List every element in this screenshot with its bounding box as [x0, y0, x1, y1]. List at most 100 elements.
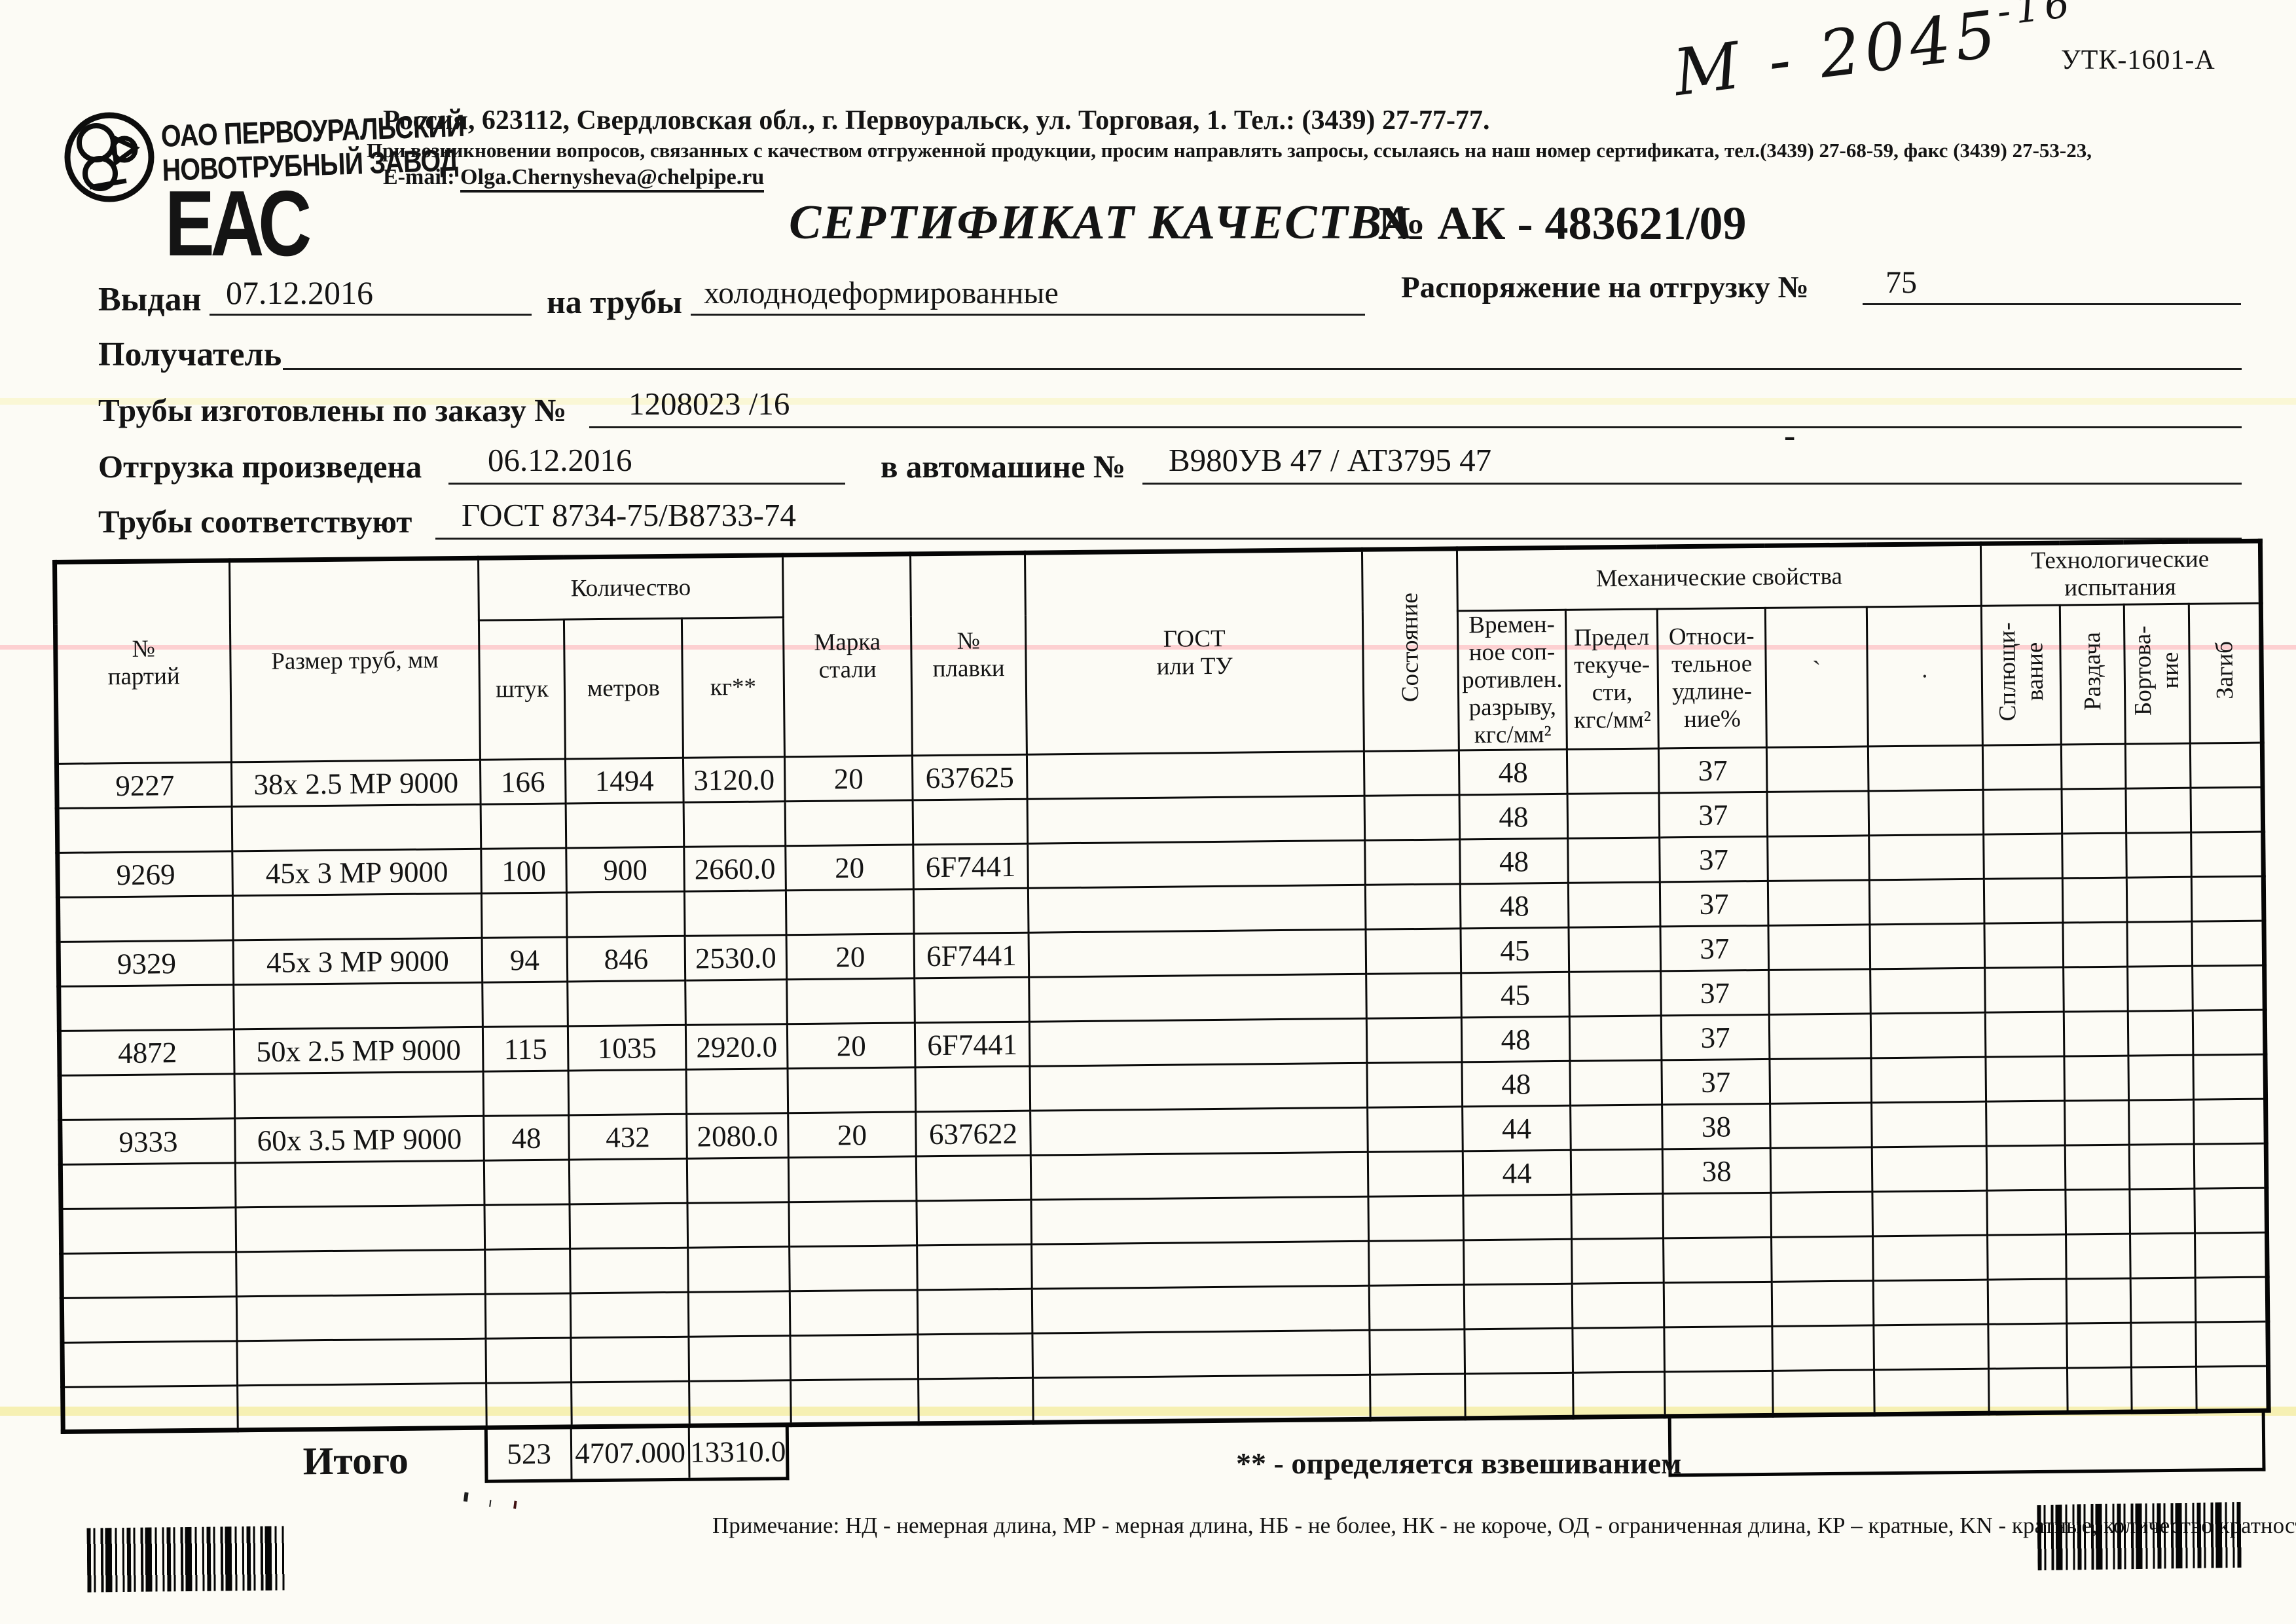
- company-support-note: При возникновении вопросов, связанных с …: [367, 139, 2092, 162]
- cell-t4: [2191, 921, 2265, 967]
- cell-t3: [2128, 1055, 2194, 1101]
- cell-heat: [916, 1200, 1032, 1246]
- cell-m: [570, 1292, 689, 1338]
- cell-t2: [2067, 1367, 2132, 1413]
- cell-size: 50х 2.5 МР 9000: [234, 1027, 484, 1074]
- cell-heat: [918, 1378, 1034, 1424]
- cell-t4: [2191, 787, 2263, 833]
- cell-m: 846: [567, 936, 685, 982]
- ink-specks: [463, 1492, 469, 1502]
- cell-kg: 3120.0: [683, 756, 786, 803]
- cell-rm: 48: [1461, 1016, 1570, 1062]
- cell-rm: 45: [1461, 972, 1570, 1018]
- cell-gost: [1027, 751, 1365, 800]
- signature-box: [1667, 1411, 2266, 1477]
- cell-el: [1664, 1282, 1772, 1327]
- cell-yld: [1567, 792, 1660, 839]
- cell-b2: [1869, 879, 1984, 925]
- cell-t1: [1984, 923, 2064, 969]
- cell-b1: [1767, 835, 1870, 881]
- cell-batch: [62, 1385, 238, 1432]
- cell-steel: 20: [786, 933, 915, 980]
- cell-b2: [1873, 1324, 1989, 1370]
- cell-el: 37: [1661, 1059, 1770, 1105]
- conform-value: ГОСТ 8734-75/В8733-74: [435, 496, 2242, 540]
- cell-t2: [2064, 1100, 2130, 1146]
- cell-t2: [2066, 1278, 2131, 1324]
- cell-size: [232, 804, 481, 851]
- cell-size: [236, 1205, 485, 1252]
- cell-steel: [788, 1156, 917, 1202]
- cell-t3: [2125, 743, 2191, 789]
- cell-batch: [58, 895, 234, 942]
- cell-t2: [2062, 877, 2127, 923]
- cell-size: 45х 3 МР 9000: [233, 938, 483, 985]
- cell-t1: [1983, 834, 2063, 879]
- cell-yld: [1573, 1371, 1666, 1418]
- cell-steel: [788, 1067, 916, 1113]
- cell-yld: [1568, 926, 1661, 972]
- cell-pcs: [484, 1204, 570, 1250]
- cell-kg: [687, 1157, 789, 1204]
- cell-b2: [1868, 745, 1984, 791]
- cell-pcs: [483, 1070, 569, 1116]
- issued-value: 07.12.2016: [210, 274, 532, 316]
- cell-steel: [786, 889, 915, 935]
- cell-rm: 44: [1462, 1105, 1571, 1151]
- cell-t2: [2062, 788, 2126, 834]
- cell-b2: [1872, 1190, 1988, 1236]
- col-header-elongation: Относи- тельное удлине- ние%: [1657, 608, 1767, 748]
- cell-t1: [1984, 967, 2064, 1013]
- cell-t3: [2127, 966, 2193, 1012]
- cell-batch: [57, 806, 232, 853]
- handwritten-main: М - 2045: [1669, 0, 2005, 111]
- cell-el: 38: [1662, 1103, 1771, 1149]
- cell-t3: [2126, 832, 2192, 878]
- cell-t3: [2129, 1144, 2195, 1190]
- shipped-value: 06.12.2016: [448, 441, 845, 485]
- cell-t3: [2129, 1189, 2195, 1234]
- cell-batch: 4872: [59, 1029, 235, 1076]
- cell-pcs: [485, 1337, 572, 1384]
- cell-steel: 20: [787, 1022, 915, 1069]
- cell-steel: [786, 978, 915, 1024]
- cell-size: [232, 893, 483, 940]
- cell-t3: [2126, 788, 2191, 834]
- cell-el: 37: [1659, 836, 1768, 882]
- cell-batch: [62, 1296, 237, 1343]
- col-header-size: Размер труб, мм: [229, 558, 481, 762]
- cell-b1: [1772, 1280, 1874, 1327]
- cell-steel: [790, 1289, 918, 1336]
- email-label: E-mail:: [383, 165, 455, 189]
- certificate-title: СЕРТИФИКАТ КАЧЕСТВА: [789, 196, 1415, 249]
- cell-steel: 20: [788, 1111, 917, 1158]
- cell-heat: 6F7441: [913, 843, 1029, 889]
- cell-m: 1494: [565, 758, 684, 803]
- cell-t2: [2064, 1056, 2129, 1101]
- cell-t1: [1985, 1056, 2065, 1102]
- cell-m: 1035: [568, 1025, 687, 1071]
- cell-b1: [1767, 790, 1869, 837]
- cell-b2: [1869, 923, 1985, 969]
- email-link[interactable]: Olga.Chernysheva@chelpipe.ru: [460, 165, 765, 193]
- cell-b1: [1772, 1325, 1874, 1371]
- cell-t4: [2194, 1188, 2267, 1234]
- cell-size: [236, 1249, 486, 1297]
- issued-label: Выдан: [98, 281, 202, 318]
- cell-t2: [2062, 833, 2127, 879]
- cell-size: [237, 1383, 487, 1430]
- cell-rm: 44: [1463, 1150, 1571, 1196]
- col-header-flattening: Сплющи- вание: [1981, 605, 2062, 746]
- cell-kg: 2920.0: [685, 1024, 788, 1070]
- cell-b2: [1872, 1235, 1988, 1281]
- pntz-logo-icon: [64, 112, 155, 202]
- cell-kg: 2530.0: [685, 934, 787, 981]
- cell-size: [234, 1071, 484, 1118]
- receiver-value: [283, 331, 2242, 370]
- cell-gost: [1032, 1330, 1370, 1378]
- cell-state: [1368, 1151, 1463, 1197]
- cell-gost: [1027, 796, 1365, 844]
- cell-heat: [915, 1066, 1030, 1112]
- cell-el: 37: [1659, 792, 1768, 838]
- cell-gost: [1028, 885, 1366, 933]
